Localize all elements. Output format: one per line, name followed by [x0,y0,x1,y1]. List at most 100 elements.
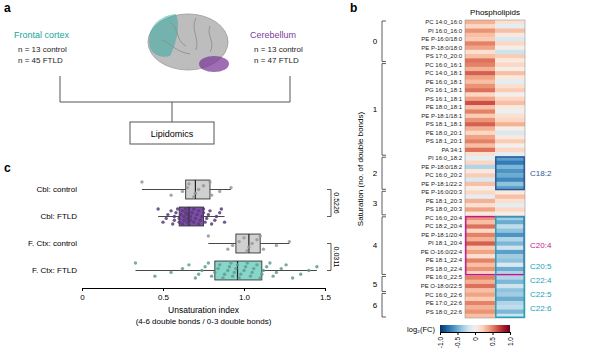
x-axis-line [83,289,326,292]
data-point [200,269,203,272]
x-tick-mark [82,288,83,291]
group-bracket [382,157,386,189]
data-point [275,271,278,274]
data-point [221,276,224,279]
row-tick: PS 18:0_22:6 [426,309,463,315]
box-marks [134,180,319,280]
region-count: n = 13 control [18,45,67,54]
heatmap-cell [495,301,525,306]
data-point [197,222,200,225]
x-tick-label: 1.0 [239,293,251,302]
heatmap-cell [465,275,495,280]
row-tick: PE 16:0_18:1 [426,79,463,85]
category-label: F. Ctx: FTLD [32,266,77,275]
heatmap-cell [495,284,525,289]
data-point [246,249,249,252]
heatmap-cell [465,182,495,187]
heatmap-cell [465,84,495,89]
heatmap-cell [465,33,495,38]
row-tick: PE 18:1_22:4 [426,257,463,263]
colorbar-title: log₂(FC) [407,325,435,334]
category-label: Cbl: FTLD [41,212,78,221]
heatmap-cell [495,24,525,29]
heatmap-cell [465,126,495,131]
figure-svg: aFrontal cortexn = 13 controln = 45 FTLD… [0,0,600,364]
x-axis-title: Unsaturation index [168,305,240,315]
data-point [192,220,195,223]
heatmap-cell [465,190,495,195]
heatmap-cell [465,131,495,136]
colorbar-tick-label: -0.5 [454,337,461,349]
row-label: PE 18:0_20:1 [426,130,463,136]
brain-sulcus [170,22,186,46]
data-point [181,267,184,270]
heatmap-cells [465,20,525,318]
heatmap-cell [495,292,525,297]
heatmap-cell [465,254,495,259]
heatmap-cell [495,54,525,59]
heatmap-cell [495,288,525,293]
data-point [186,213,189,216]
row-tick: PS 17:0_20:0 [426,53,463,59]
group-bracket [382,64,386,156]
heatmap-cell [465,20,495,25]
data-point [234,267,237,270]
region-title: Frontal cortex [14,30,70,40]
colorbar-tick-label: 0.5 [489,337,496,346]
box [215,261,262,280]
connector [60,76,290,122]
data-point [288,240,291,243]
x-tick-label: 0.5 [158,293,170,302]
x-tick-mark [163,288,164,291]
heatmap-cell [495,135,525,140]
heatmap-cell [495,275,525,280]
data-point [259,276,262,279]
data-point [226,247,229,250]
annotation-label: C18:2 [530,169,552,178]
colorbar-tick: 0.5 [489,332,496,346]
data-point [179,213,182,216]
heatmap-cell [495,212,525,217]
p-bracket [327,190,331,217]
heatmap-cell [495,263,525,268]
heatmap-cell [465,297,495,302]
heatmap-cell [465,288,495,293]
data-point [173,219,176,222]
data-point [192,195,195,198]
data-point [265,265,268,268]
data-point [134,261,137,264]
data-point [208,180,211,183]
heatmap-cell [465,173,495,178]
heatmap-cell [495,33,525,38]
row-tick: PC 16:0_20:4 [425,215,462,221]
row-label: PE P-16:0/20:3 [421,189,462,195]
data-point [190,211,193,214]
row-tick: PC 16:0_16:1 [425,62,462,68]
x-tick: 1.5 [320,288,332,302]
data-point [202,211,205,214]
data-point [174,211,177,214]
box [236,234,260,253]
row-tick: PI 16:0_18:2 [428,155,463,161]
data-point [173,215,176,218]
heatmap-cell [495,71,525,76]
heatmap-cell [465,237,495,242]
row-label: PG 16:1_18:1 [425,87,463,93]
heatmap-cell [495,131,525,136]
row-label: PE 17:0_22:6 [426,300,463,306]
data-point [242,236,245,239]
row-label: PE O-16:0/22:4 [421,249,463,255]
heatmap-cell [495,169,525,174]
data-point [153,274,156,277]
heatmap-cell [495,50,525,55]
data-point [244,265,247,268]
data-point [197,273,200,276]
heatmap-cell [465,37,495,42]
row-label: PE 18:0_18:1 [426,104,463,110]
heatmap-cell [495,246,525,251]
data-point [199,219,202,222]
data-point [189,215,192,218]
heatmap-cell [495,224,525,229]
data-point [315,265,318,268]
heatmap-cell [465,88,495,93]
